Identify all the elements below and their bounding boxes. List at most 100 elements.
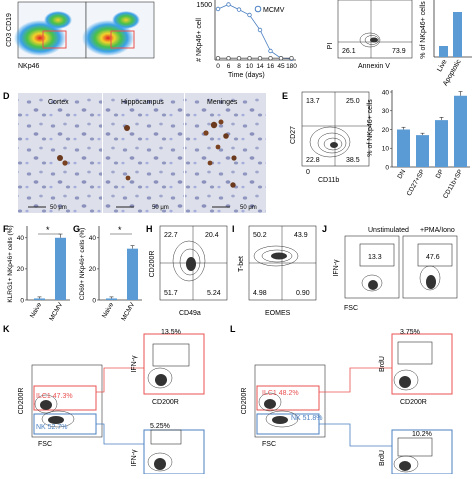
annexin-ylabel: PI	[327, 43, 334, 50]
line-point	[268, 56, 273, 61]
line-xtick: 180	[286, 63, 297, 70]
panel-l-upper-xlabel: CD200R	[400, 399, 427, 406]
annexin-q3: 26.1	[342, 48, 356, 55]
panel-k-nk: NK 52.7%	[36, 424, 68, 431]
panel-i-xlabel: EOMES	[265, 310, 291, 317]
panel-g-bars: Naive MCMV	[101, 245, 138, 322]
panel-e-yticks: 0 10 20 30 40	[382, 89, 392, 171]
bar	[397, 129, 410, 167]
line-xtick: 6	[227, 63, 231, 70]
panel-k-lower-ylabel: IFN-γ	[131, 449, 138, 467]
panel-h-q4: 5.24	[207, 290, 221, 297]
line-point	[268, 48, 273, 54]
panel-k: K ILC1 47.3% NK 52.7% CD200R FSC 13.5% I…	[3, 324, 205, 475]
panel-k-upper-ylabel: IFN-γ	[131, 355, 138, 373]
panel-i: I 50.2 43.9 4.98 0.90 T-bet EOMES	[232, 224, 317, 317]
ytick-label: 30	[382, 108, 390, 115]
panel-e-ylabel: CD27	[290, 126, 297, 144]
panel-i-letter: I	[232, 224, 235, 234]
ytick-label: 40	[17, 235, 25, 242]
line-point	[215, 56, 221, 61]
line-point	[236, 7, 242, 12]
panel-d-cortex: Cortex	[48, 99, 69, 106]
panel-j-title-1: Unstimulated	[368, 227, 409, 234]
panel-l-nk: NK 51.8%	[291, 415, 323, 422]
ytick-label: 40	[382, 89, 390, 96]
top-flow-xlabel: NKp46	[18, 63, 40, 70]
line-xtick: 0	[216, 63, 220, 70]
panel-i-q4: 0.90	[296, 290, 310, 297]
panel-f-star: *	[46, 225, 50, 235]
top-bar-ylabel: % of NKp46+ cells	[420, 1, 427, 59]
line-point	[215, 6, 221, 12]
panel-j-xlabel: FSC	[344, 305, 358, 312]
bar-category-label: Naive	[101, 301, 116, 319]
ytick-label: 20	[382, 127, 390, 134]
panel-k-lower-value: 5.25%	[150, 423, 170, 430]
panel-e-bar-ylabel: % of NKp46+ cells	[367, 99, 374, 157]
panel-j-value-1: 13.3	[368, 254, 382, 261]
line-xtick: 45	[277, 63, 285, 70]
annexin-q4: 73.9	[392, 48, 406, 55]
line-point	[226, 2, 231, 7]
panel-e-zero: 0	[306, 169, 310, 176]
panel-g-star: *	[118, 225, 122, 235]
panel-g-ylabel: CD69+ NKp46+ cells (%)	[79, 228, 86, 301]
panel-g-letter: G	[73, 224, 80, 234]
top-annexin-plot: 26.1 73.9 PI Annexin V	[327, 0, 413, 70]
panel-h-q1: 22.7	[164, 232, 178, 239]
panel-l-upper-ylabel: BrdU	[379, 356, 386, 372]
legend-marker-icon	[254, 5, 262, 13]
top-line-ytop: 1500	[196, 2, 212, 9]
panel-h-letter: H	[146, 224, 153, 234]
panel-i-q1: 50.2	[253, 232, 267, 239]
panel-e-q2: 25.0	[346, 98, 360, 105]
panel-j-ylabel: IFN-γ	[333, 259, 340, 277]
ytick-label: 0	[92, 297, 96, 304]
top-line-chart: 1500 # NKp46+ cell 0 6 8 10 14 16 45 180 Time (…	[196, 0, 297, 79]
bar	[435, 120, 448, 167]
bar	[454, 95, 467, 167]
bar-category-label: MCMV	[120, 301, 136, 322]
panel-f: F 0 20 40 Naive MCMV * KLRG1+ NKp46+ cells …	[3, 224, 70, 322]
panel-i-q3: 4.98	[253, 290, 267, 297]
panel-j: J Unstimulated +PMA/Iono 13.3 47.6 IFN-γ…	[322, 224, 458, 312]
bar	[416, 135, 429, 167]
panel-l-upper-value: 3.75%	[400, 329, 420, 336]
top-line-ylabel: # NKp46+ cell	[196, 18, 203, 62]
bar-category-label: DP	[435, 169, 446, 180]
panel-e-q3: 22.8	[306, 157, 320, 164]
bar	[127, 248, 138, 300]
panel-j-value-2: 47.6	[426, 254, 440, 261]
top-flow-ylabel: CD3 CD19	[6, 13, 13, 47]
panel-h-xlabel: CD49a	[179, 310, 201, 317]
annexin-xlabel: Annexin V	[358, 63, 390, 70]
line-point	[247, 12, 252, 18]
panel-f-ylabel: KLRG1+ NKp46+ cells (%)	[7, 225, 14, 302]
panel-g: G 0 20 40 Naive MCMV * CD69+ NKp46+ cells (…	[73, 224, 142, 322]
panel-f-yticks: 0 20 40	[17, 235, 27, 304]
top-line-xlabel: Time (days)	[228, 72, 265, 79]
panel-d-hippocampus: Hippocampus	[121, 99, 164, 106]
panel-h-q3: 51.7	[164, 290, 178, 297]
panel-d: D Cortex Hippocampus Meninges 50 μm 50 μ…	[3, 91, 266, 213]
panel-f-bars: Naive MCMV	[29, 233, 66, 322]
panel-l-ilc1: ILC1 48.2%	[262, 390, 299, 397]
top-bar-cat-live: Live	[436, 58, 449, 73]
bar	[106, 298, 117, 300]
line-point	[278, 56, 284, 61]
panel-k-upper-xlabel: CD200R	[152, 399, 179, 406]
bar-category-label: CD27+SP	[406, 169, 427, 198]
panel-d-scale-2: 50 μm	[152, 205, 169, 211]
ytick-label: 40	[89, 235, 97, 242]
ytick-label: 20	[17, 266, 25, 273]
bar	[34, 298, 45, 300]
ytick-label: 0	[20, 297, 24, 304]
ytick-label: 0	[385, 164, 389, 171]
panel-l-ylabel: CD200R	[241, 388, 248, 415]
top-bar-chart: % of NKp46+ cells Live Apoptotic	[420, 0, 472, 87]
panel-k-xlabel: FSC	[38, 441, 52, 448]
panel-l-lower-value: 10.2%	[412, 431, 432, 438]
panel-h-q2: 20.4	[205, 232, 219, 239]
